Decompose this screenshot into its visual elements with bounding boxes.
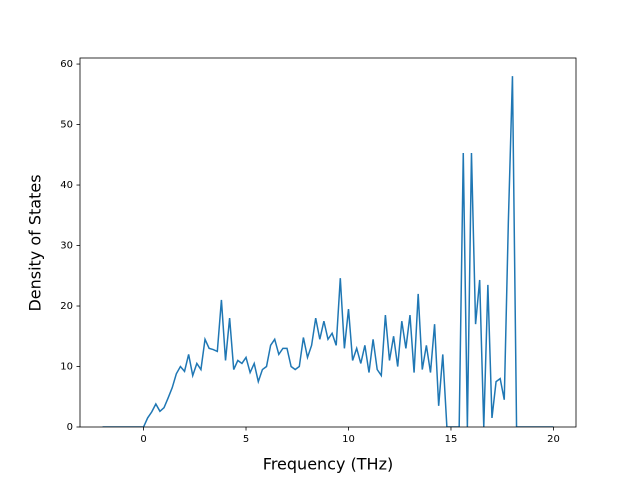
plot-frame	[79, 57, 577, 428]
y-tick-label: 60	[60, 59, 73, 70]
x-axis-label: Frequency (THz)	[263, 455, 393, 474]
x-tick-label: 20	[547, 434, 560, 445]
x-tick-label: 10	[342, 434, 355, 445]
y-tick-label: 30	[60, 241, 73, 252]
y-tick-label: 50	[60, 120, 73, 131]
x-tick-label: 5	[243, 434, 249, 445]
y-axis-label: Density of States	[26, 174, 45, 311]
y-tick-label: 0	[67, 422, 73, 433]
y-tick-label: 40	[60, 180, 73, 191]
x-tick-label: 0	[140, 434, 146, 445]
data-line	[102, 76, 554, 427]
x-tick-label: 15	[445, 434, 458, 445]
y-tick-label: 10	[60, 362, 73, 373]
y-tick-label: 20	[60, 301, 73, 312]
